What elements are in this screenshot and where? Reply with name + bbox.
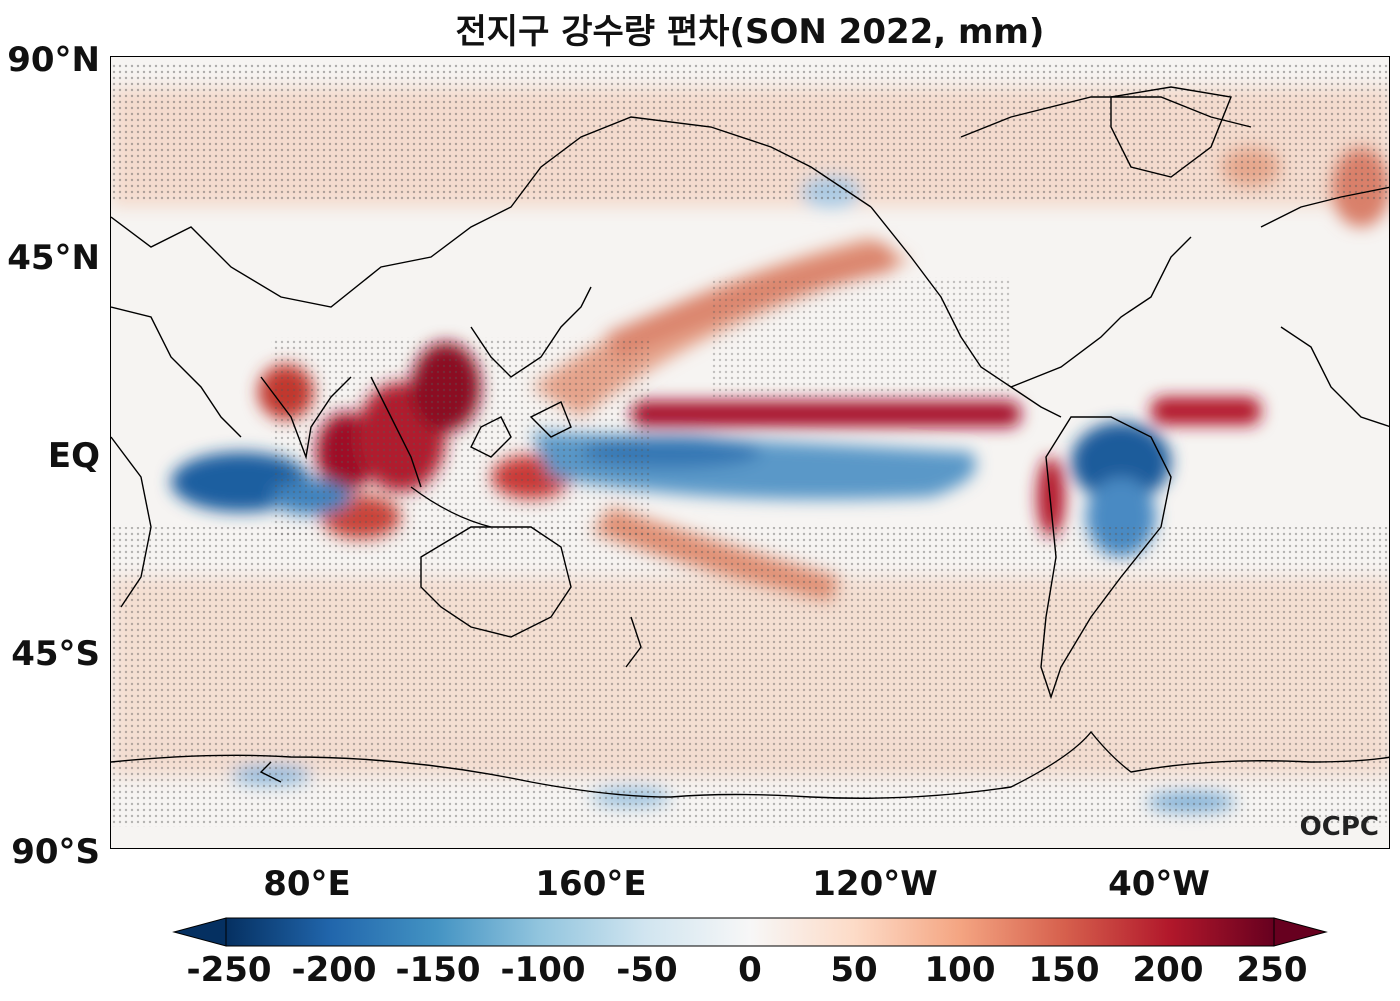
colorbar-ramp bbox=[225, 917, 1275, 947]
map-canvas: OCPC bbox=[111, 62, 1389, 842]
lon-label-160e: 160°E bbox=[535, 864, 647, 904]
colorbar-tick-label: -250 bbox=[186, 950, 272, 990]
map-title: 전지구 강수량 편차(SON 2022, mm) bbox=[455, 12, 1045, 52]
lon-label-80e: 80°E bbox=[263, 864, 351, 904]
significance-stipple bbox=[111, 62, 1389, 827]
colorbar-tick-label: -200 bbox=[291, 950, 377, 990]
credit-label: OCPC bbox=[1300, 812, 1379, 842]
lat-label-45s: 45°S bbox=[11, 634, 100, 674]
colorbar-min-extend bbox=[172, 917, 227, 947]
colorbar-tick-label: -150 bbox=[395, 950, 481, 990]
lat-label-eq: EQ bbox=[47, 436, 100, 476]
colorbar-tick-label: 0 bbox=[738, 950, 762, 990]
colorbar bbox=[172, 917, 1328, 947]
precipitation-anomaly-map: OCPC bbox=[110, 56, 1390, 849]
colorbar-tick-label: 150 bbox=[1028, 950, 1100, 990]
lat-label-90s: 90°S bbox=[11, 832, 100, 872]
colorbar-tick-label: 200 bbox=[1132, 950, 1204, 990]
lon-label-120w: 120°W bbox=[812, 864, 938, 904]
colorbar-tick-label: -100 bbox=[500, 950, 586, 990]
colorbar-max-extend bbox=[1273, 917, 1328, 947]
colorbar-tick-label: -50 bbox=[616, 950, 678, 990]
lat-label-90n: 90°N bbox=[7, 40, 100, 80]
colorbar-tick-label: 50 bbox=[830, 950, 878, 990]
lat-label-45n: 45°N bbox=[7, 238, 100, 278]
coastlines bbox=[111, 86, 1389, 799]
lon-label-40w: 40°W bbox=[1108, 864, 1210, 904]
colorbar-tick-label: 250 bbox=[1236, 950, 1308, 990]
colorbar-tick-label: 100 bbox=[924, 950, 996, 990]
